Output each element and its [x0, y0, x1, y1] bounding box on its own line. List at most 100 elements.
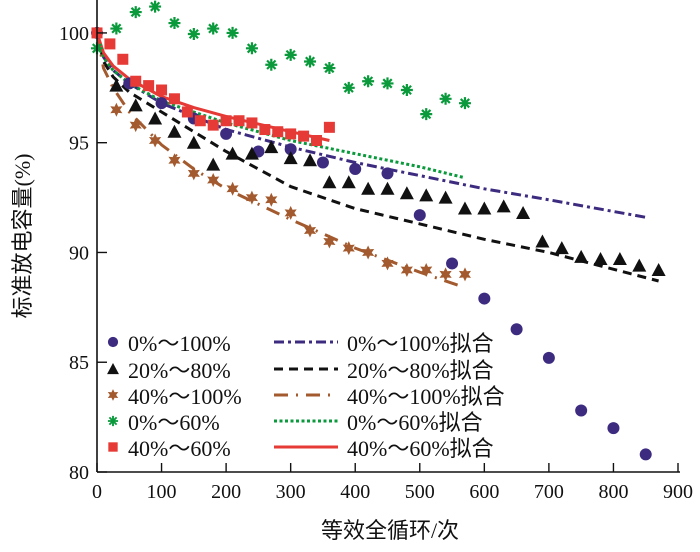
x-tick-label: 0 [92, 481, 102, 503]
marker-series [91, 26, 652, 461]
legend-label: 40%～100%拟合 [347, 384, 505, 409]
legend-marker [107, 336, 119, 348]
legend-item: 40%～60% [108, 436, 231, 461]
y-tick-label: 85 [69, 352, 89, 374]
data-point [516, 205, 531, 219]
data-point [143, 80, 155, 92]
data-point [283, 151, 298, 165]
data-point [458, 97, 471, 110]
fit-line-series [95, 32, 466, 180]
data-point [272, 126, 284, 138]
x-tick-label: 400 [340, 481, 370, 503]
legend-item: 20%～80%拟合 [274, 358, 494, 383]
data-point [128, 98, 143, 112]
fit-line [95, 32, 466, 180]
data-point [207, 22, 220, 35]
data-point [362, 245, 375, 260]
fit-line [95, 32, 659, 283]
data-point [593, 252, 608, 266]
legend-marker [107, 389, 119, 401]
marker-series [91, 0, 471, 121]
data-point [554, 241, 569, 255]
data-point [207, 173, 220, 187]
data-point [148, 111, 163, 125]
data-point [284, 143, 297, 156]
data-point [207, 119, 219, 131]
data-point [186, 135, 201, 149]
x-tick-label: 100 [147, 481, 177, 503]
legend-item: 40%～100%拟合 [274, 384, 505, 409]
data-point [361, 181, 376, 195]
marker-series [110, 102, 471, 282]
legend-item: 0%～100% [107, 331, 231, 356]
data-point [342, 81, 355, 94]
marker-series [109, 78, 666, 277]
data-point [303, 153, 318, 167]
legend-label: 0%～60%拟合 [347, 410, 483, 435]
fit-line-series [95, 32, 459, 287]
data-point [245, 190, 258, 205]
data-point [110, 22, 123, 35]
y-axis-title: 标准放电容量(%) [10, 154, 35, 319]
data-point [323, 62, 336, 75]
data-point [323, 121, 335, 133]
data-point [438, 190, 453, 204]
legend-marker [107, 415, 119, 427]
y-tick-label: 90 [69, 242, 89, 264]
data-point [310, 135, 322, 147]
data-point [220, 115, 232, 127]
data-point [607, 422, 620, 435]
legend-item: 40%～100% [107, 384, 242, 409]
data-point [632, 258, 647, 272]
data-point [413, 209, 426, 222]
data-point [439, 92, 452, 105]
plot-area [91, 0, 666, 461]
data-point [117, 53, 129, 65]
x-tick-label: 600 [469, 481, 499, 503]
data-point [612, 252, 627, 266]
data-point [220, 127, 233, 140]
data-point [575, 404, 588, 417]
data-point [244, 146, 259, 160]
data-point [168, 93, 180, 105]
data-point [130, 75, 142, 87]
legend-marker [107, 363, 119, 375]
y-tick-label: 95 [69, 133, 89, 155]
data-point [420, 108, 433, 121]
y-tick-label: 80 [69, 462, 89, 484]
data-point [245, 42, 258, 55]
data-point [226, 181, 239, 196]
data-point [104, 38, 116, 50]
x-tick-label: 900 [663, 481, 693, 503]
data-point [380, 181, 395, 195]
data-point [304, 223, 317, 238]
data-point [259, 124, 271, 136]
data-point [400, 263, 413, 277]
data-point [187, 166, 200, 181]
data-point [225, 146, 240, 160]
data-point [284, 48, 297, 61]
data-point [246, 117, 258, 129]
y-tick-label: 100 [59, 23, 89, 45]
axes: 0 100 200 300 400 500 600 700 800 900 80 85 90 95 100 [59, 0, 693, 503]
x-tick-label: 300 [276, 481, 306, 503]
data-point [496, 199, 511, 213]
data-point [478, 292, 491, 305]
data-point [381, 256, 394, 271]
data-point [265, 58, 278, 71]
data-point [542, 351, 555, 364]
data-point [439, 267, 452, 282]
data-point [187, 28, 200, 41]
data-point [349, 163, 362, 176]
data-point [285, 128, 297, 140]
data-point [284, 205, 297, 220]
data-point [362, 75, 375, 88]
legend-item: 40%～60%拟合 [274, 436, 494, 461]
fit-line [95, 32, 459, 287]
x-tick-label: 200 [211, 481, 241, 503]
data-point [149, 133, 162, 148]
data-point [129, 118, 142, 133]
data-point [206, 157, 221, 171]
x-axis-title: 等效全循环/次 [321, 518, 459, 543]
legend-item: 0%～60%拟合 [274, 410, 483, 435]
